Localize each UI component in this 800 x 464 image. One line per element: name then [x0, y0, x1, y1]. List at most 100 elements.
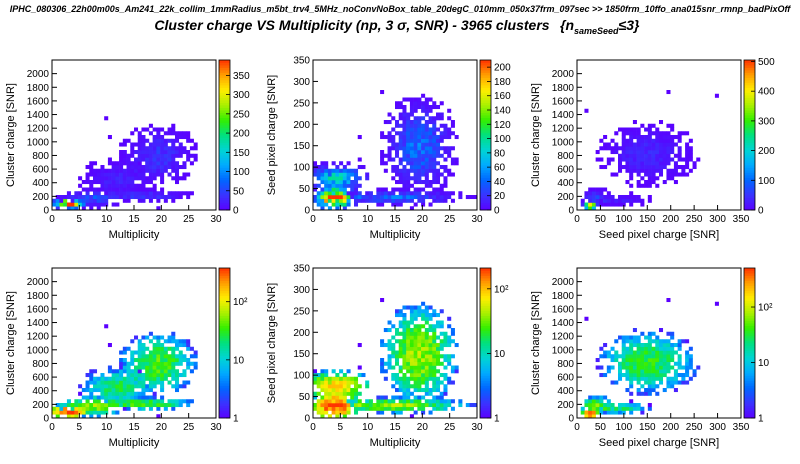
- heatmap-cell: [115, 195, 120, 200]
- heatmap-cell: [395, 142, 400, 147]
- heatmap-cell: [126, 161, 131, 166]
- color-scale-segment: [219, 390, 230, 394]
- color-scale-label: 50: [233, 186, 245, 197]
- heatmap-cell: [439, 112, 444, 117]
- heatmap-cell: [636, 198, 641, 203]
- heatmap-panel-5: 0 5 10 15 20 25 30050100150200250300350Multipl…: [266, 264, 509, 450]
- heatmap-cell: [651, 180, 656, 185]
- heatmap-cell: [167, 380, 172, 385]
- color-scale-segment: [480, 378, 491, 381]
- color-scale-segment: [744, 405, 755, 409]
- heatmap-cell: [651, 331, 656, 336]
- heatmap-cell: [398, 142, 403, 147]
- heatmap-cell: [402, 120, 407, 125]
- heatmap-cell: [670, 127, 675, 132]
- heatmap-cell: [316, 165, 321, 170]
- heatmap-cell: [662, 161, 667, 166]
- heatmap-cell: [436, 195, 441, 200]
- heatmap-cell: [595, 399, 600, 404]
- heatmap-cell: [100, 176, 105, 181]
- heatmap-cell: [383, 161, 388, 166]
- heatmap-cell: [662, 153, 667, 158]
- heatmap-cell: [632, 161, 637, 166]
- color-scale-segment: [219, 328, 230, 331]
- heatmap-cell: [119, 373, 124, 378]
- y-tick-label: 300: [293, 285, 310, 296]
- heatmap-cell: [331, 183, 336, 188]
- heatmap-cell: [156, 206, 161, 211]
- heatmap-cell: [182, 176, 187, 181]
- color-scale-segment: [744, 192, 755, 196]
- heatmap-cell: [447, 380, 452, 385]
- heatmap-cell: [670, 123, 675, 128]
- heatmap-cell: [137, 395, 142, 400]
- heatmap-cell: [685, 131, 690, 136]
- heatmap-cell: [376, 198, 381, 203]
- heatmap-cell: [428, 97, 433, 102]
- heatmap-cell: [115, 187, 120, 192]
- heatmap-cell: [432, 369, 437, 374]
- heatmap-cell: [126, 406, 131, 411]
- heatmap-cell: [391, 168, 396, 173]
- heatmap-cell: [443, 376, 448, 381]
- heatmap-cell: [361, 403, 366, 408]
- color-scale-segment: [744, 325, 755, 329]
- heatmap-cell: [175, 153, 180, 158]
- heatmap-cell: [111, 384, 116, 389]
- heatmap-cell: [339, 195, 344, 200]
- color-scale-segment: [219, 330, 230, 334]
- heatmap-cell: [372, 403, 377, 408]
- heatmap-cell: [175, 361, 180, 366]
- heatmap-cell: [89, 380, 94, 385]
- heatmap-cell: [647, 384, 652, 389]
- color-scale-segment: [219, 65, 230, 68]
- color-scale-segment: [480, 152, 491, 156]
- y-tick-label: 1400: [27, 110, 50, 121]
- heatmap-cell: [632, 153, 637, 158]
- heatmap-cell: [632, 165, 637, 170]
- heatmap-cell: [107, 172, 112, 177]
- color-scale-frame: [743, 59, 756, 211]
- heatmap-cell: [659, 328, 664, 333]
- heatmap-cell: [107, 135, 112, 140]
- heatmap-cell: [647, 403, 652, 408]
- heatmap-cell: [450, 399, 455, 404]
- heatmap-cell: [677, 373, 682, 378]
- heatmap-cell: [659, 168, 664, 173]
- heatmap-cell: [398, 157, 403, 162]
- color-scale-segment: [219, 60, 230, 63]
- heatmap-cell: [666, 142, 671, 147]
- y-tick-label: 600: [557, 165, 574, 176]
- heatmap-cell: [126, 395, 131, 400]
- heatmap-cell: [320, 176, 325, 181]
- heatmap-cell: [391, 165, 396, 170]
- heatmap-cell: [398, 403, 403, 408]
- heatmap-cell: [655, 168, 660, 173]
- heatmap-cell: [380, 361, 385, 366]
- heatmap-cell: [342, 165, 347, 170]
- heatmap-cell: [610, 146, 615, 151]
- heatmap-cell: [342, 187, 347, 192]
- heatmap-cell: [436, 350, 441, 355]
- heatmap-cell: [398, 131, 403, 136]
- heatmap-cell: [406, 153, 411, 158]
- heatmap-cell: [380, 369, 385, 374]
- heatmap-cell: [662, 388, 667, 393]
- color-scale-segment: [219, 295, 230, 299]
- color-scale-segment: [480, 112, 491, 116]
- heatmap-cell: [402, 157, 407, 162]
- heatmap-cell: [70, 410, 75, 415]
- heatmap-cell: [436, 146, 441, 151]
- heatmap-cell: [655, 176, 660, 181]
- heatmap-cell: [182, 161, 187, 166]
- color-scale-label: 0: [233, 206, 239, 217]
- heatmap-cell: [156, 195, 161, 200]
- heatmap-cell: [659, 361, 664, 366]
- heatmap-cell: [428, 358, 433, 363]
- color-scale-segment: [219, 285, 230, 289]
- color-scale-segment: [480, 140, 491, 143]
- heatmap-cell: [398, 313, 403, 318]
- heatmap-cell: [391, 335, 396, 340]
- heatmap-cell: [625, 180, 630, 185]
- heatmap-cell: [436, 358, 441, 363]
